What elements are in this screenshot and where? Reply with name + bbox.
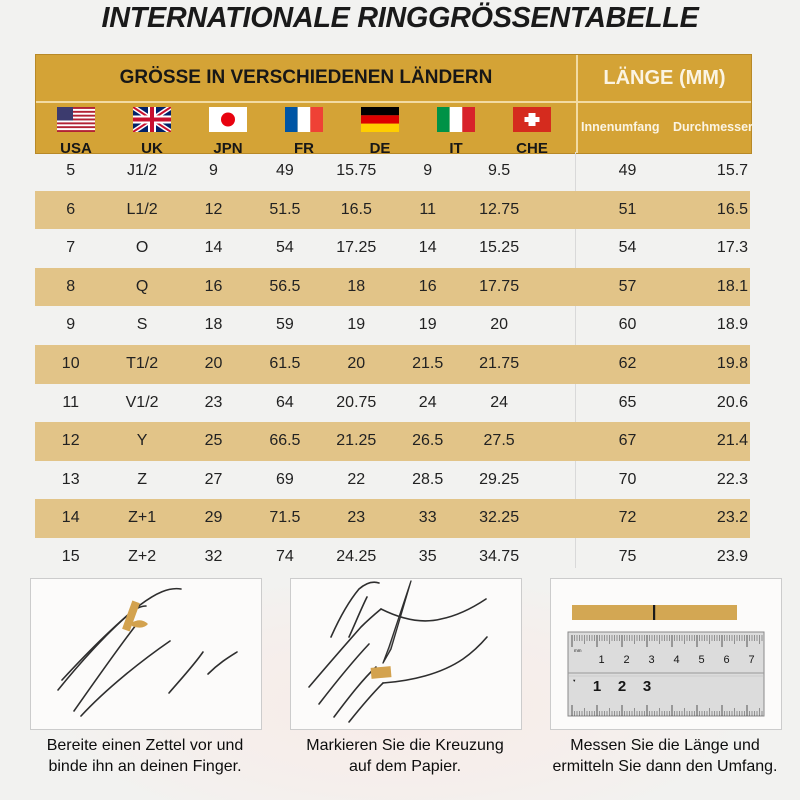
svg-text:5: 5 (699, 654, 705, 666)
svg-text:3: 3 (643, 678, 651, 695)
svg-text:6: 6 (724, 654, 730, 666)
svg-text:2: 2 (624, 654, 630, 666)
svg-text:mm: mm (574, 648, 582, 653)
svg-text:2: 2 (618, 678, 626, 695)
svg-text:7: 7 (749, 654, 755, 666)
svg-text:▼: ▼ (572, 678, 576, 683)
svg-text:4: 4 (674, 654, 680, 666)
svg-text:1: 1 (599, 654, 605, 666)
svg-text:3: 3 (649, 654, 655, 666)
svg-text:1: 1 (593, 678, 601, 695)
